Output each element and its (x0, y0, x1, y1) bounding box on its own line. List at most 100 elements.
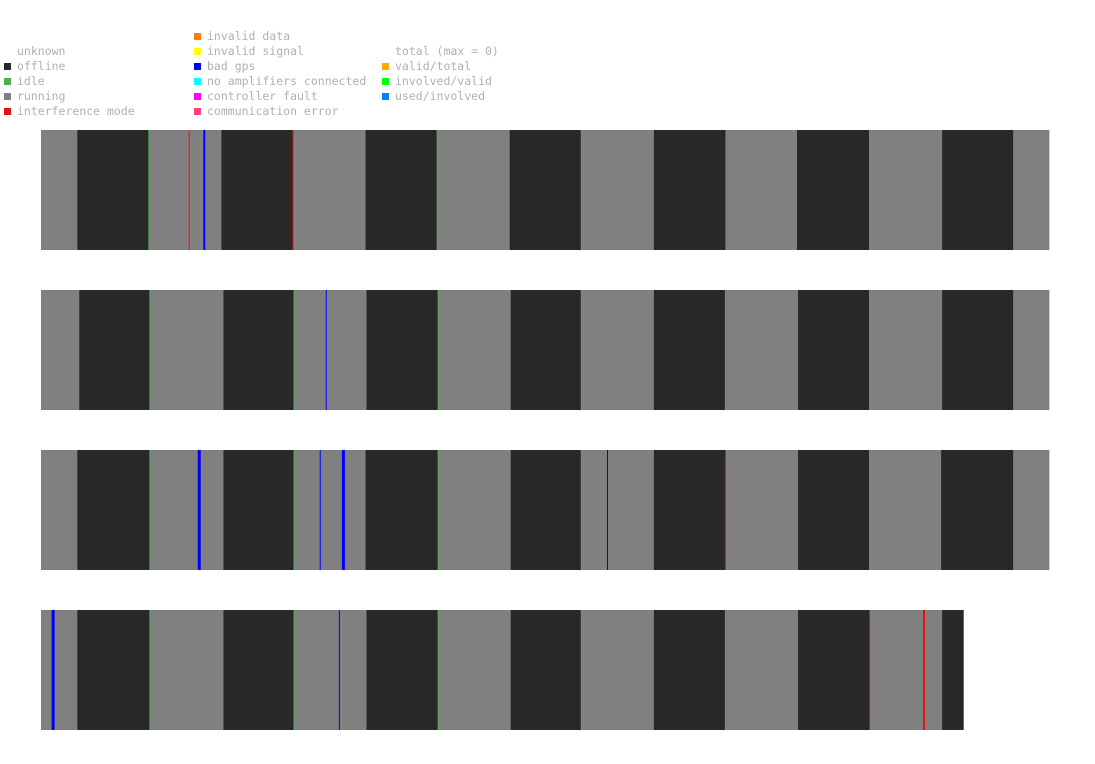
timeline-row-1 (41, 130, 1050, 250)
marker-idle (437, 450, 439, 570)
marker-bad-gps (338, 610, 340, 730)
marker-idle (1013, 290, 1015, 410)
segment-offline (798, 450, 870, 570)
legend-swatch (4, 78, 11, 85)
segment-running (869, 130, 943, 250)
marker-idle (580, 130, 582, 250)
segment-running (438, 610, 512, 730)
segment-running (581, 290, 655, 410)
segment-offline (653, 610, 726, 730)
marker-idle (149, 450, 151, 570)
marker-interference-mode (188, 130, 190, 250)
legend-label: invalid data (207, 29, 291, 43)
legend-item-involved-valid: involved/valid (382, 74, 492, 89)
legend-swatch (194, 48, 201, 55)
legend-item-running: running (4, 89, 66, 104)
marker-idle (580, 290, 582, 410)
legend-item-total: total (max = 0) (395, 44, 499, 59)
marker-bad-gps (607, 450, 608, 570)
legend-item-invalid-data: invalid data (194, 29, 291, 44)
segment-running (41, 290, 80, 410)
legend-item-idle: idle (4, 74, 45, 89)
segment-offline (798, 290, 870, 410)
marker-bad-gps (197, 450, 201, 570)
legend-swatch (4, 63, 11, 70)
segment-running (581, 130, 655, 250)
legend-item-bad-gps: bad gps (194, 59, 255, 74)
segment-running (438, 450, 512, 570)
segment-running (149, 450, 224, 570)
segment-running (437, 130, 511, 250)
legend-swatch (4, 108, 11, 115)
marker-idle (724, 290, 726, 410)
legend-label: invalid signal (207, 44, 304, 58)
legend-item-communication-error: communication error (194, 104, 339, 119)
marker-interference-mode (292, 130, 294, 250)
marker-idle (148, 130, 150, 250)
segment-running (293, 130, 366, 250)
segment-offline (77, 450, 151, 570)
legend-label: interference mode (17, 104, 135, 118)
marker-idle (580, 450, 582, 570)
segment-offline (77, 610, 151, 730)
segment-offline (77, 130, 150, 250)
segment-running (149, 610, 224, 730)
marker-interference-mode (869, 610, 871, 730)
segment-offline (797, 130, 870, 250)
segment-offline (942, 610, 964, 730)
timeline-row-4 (41, 610, 964, 730)
marker-idle (1013, 450, 1015, 570)
segment-running (1013, 290, 1050, 410)
segment-offline (509, 130, 582, 250)
segment-running (149, 290, 224, 410)
marker-bad-gps (51, 610, 55, 730)
marker-idle (436, 130, 438, 250)
segment-running (581, 610, 655, 730)
legend-swatch (382, 63, 389, 70)
segment-running (581, 450, 655, 570)
segment-running (725, 450, 799, 570)
legend-item-valid-total: valid/total (382, 59, 471, 74)
legend-item-unknown: unknown (17, 44, 65, 59)
segment-running (41, 450, 78, 570)
segment-running (148, 130, 222, 250)
legend-label: unknown (17, 44, 66, 58)
legend-swatch (194, 93, 201, 100)
legend-swatch (194, 33, 201, 40)
segment-offline (942, 290, 1015, 410)
marker-idle (293, 610, 295, 730)
segment-running (41, 610, 78, 730)
segment-offline (798, 610, 870, 730)
segment-running (294, 290, 367, 410)
legend-item-controller-fault: controller fault (194, 89, 318, 104)
legend-swatch (194, 78, 201, 85)
legend-label: idle (17, 74, 45, 88)
marker-bad-gps (341, 450, 345, 570)
segment-running (41, 130, 78, 250)
segment-running (725, 610, 799, 730)
marker-idle (293, 450, 295, 570)
marker-idle (869, 290, 871, 410)
legend-label: running (17, 89, 66, 103)
segment-running (294, 610, 367, 730)
legend-item-interference-mode: interference mode (4, 104, 135, 119)
segment-running (438, 290, 512, 410)
segment-offline (223, 290, 295, 410)
marker-idle (437, 610, 439, 730)
segment-running (725, 130, 798, 250)
segment-offline (366, 290, 439, 410)
legend-label: total (max = 0) (395, 44, 499, 58)
legend-item-offline: offline (4, 59, 65, 74)
legend-swatch (382, 93, 389, 100)
marker-bad-gps (203, 130, 206, 250)
segment-offline (366, 610, 439, 730)
legend-label: no amplifiers connected (207, 74, 367, 88)
segment-offline (653, 290, 726, 410)
segment-running (1013, 450, 1050, 570)
segment-offline (365, 130, 438, 250)
legend-swatch (4, 93, 11, 100)
timeline-row-2 (41, 290, 1050, 410)
segment-offline (79, 290, 151, 410)
legend-label: controller fault (207, 89, 318, 103)
